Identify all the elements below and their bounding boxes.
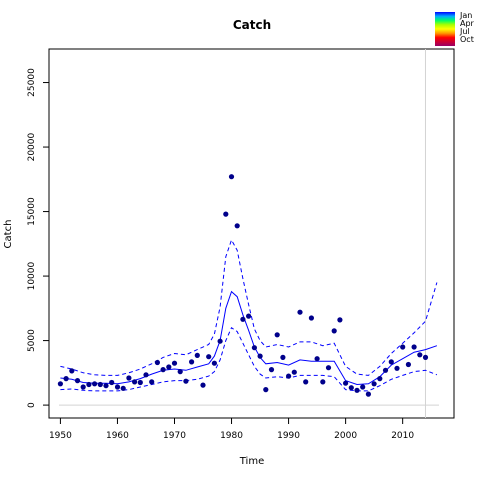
- data-point-1989: [280, 354, 286, 360]
- y-axis-label: Catch: [3, 220, 14, 249]
- y-tick-label-25000: 25000: [27, 68, 37, 97]
- legend-label-apr: Apr: [460, 19, 475, 28]
- data-point-1993: [303, 379, 309, 385]
- data-point-2011: [405, 361, 411, 368]
- legend-color-bar: [435, 12, 455, 46]
- data-point-1980: [228, 174, 235, 180]
- data-point-1976: [206, 354, 212, 360]
- data-point-2006: [377, 376, 383, 382]
- data-point-1965: [143, 372, 149, 378]
- data-point-2007: [382, 367, 389, 373]
- y-tick-label-20000: 20000: [27, 133, 37, 162]
- x-tick-label-1950: 1950: [49, 431, 72, 441]
- data-point-1986: [263, 387, 269, 393]
- data-point-1984: [251, 345, 257, 351]
- data-point-1997: [325, 365, 332, 371]
- data-point-2013: [417, 352, 423, 358]
- data-point-1966: [149, 379, 155, 385]
- x-tick-label-1990: 1990: [277, 431, 300, 441]
- data-point-1979: [223, 211, 229, 217]
- data-point-1960: [114, 384, 121, 390]
- chart-title: Catch: [233, 18, 271, 32]
- y-tick-label-0: 0: [27, 402, 37, 408]
- data-point-2014: [422, 354, 429, 360]
- x-axis-label: Time: [239, 456, 264, 467]
- legend-label-jul: Jul: [459, 27, 470, 36]
- data-point-1958: [103, 383, 109, 389]
- data-point-1964: [137, 379, 143, 386]
- data-point-1953: [74, 378, 81, 384]
- series-line-2: [60, 238, 438, 376]
- series-line-3: [60, 326, 438, 392]
- data-point-1972: [183, 378, 189, 384]
- legend-label-jan: Jan: [459, 11, 472, 20]
- data-point-1981: [234, 223, 240, 229]
- y-tick-label-10000: 10000: [27, 262, 37, 291]
- x-tick-label-1960: 1960: [106, 431, 129, 441]
- data-point-1978: [217, 338, 223, 344]
- data-point-1969: [166, 364, 172, 370]
- data-point-2008: [388, 359, 394, 365]
- data-point-2012: [411, 344, 417, 350]
- data-point-1951: [63, 376, 69, 382]
- data-point-1975: [200, 382, 206, 388]
- data-point-1952: [69, 368, 75, 374]
- x-tick-label-2000: 2000: [334, 431, 357, 441]
- data-point-2009: [394, 365, 400, 371]
- data-point-2004: [365, 391, 371, 397]
- data-point-1970: [171, 360, 178, 366]
- data-point-1999: [337, 317, 343, 323]
- data-point-2010: [400, 344, 406, 350]
- data-point-1971: [177, 369, 183, 375]
- data-point-1961: [120, 385, 126, 391]
- data-point-1990: [286, 373, 292, 379]
- data-point-2001: [348, 385, 354, 391]
- data-point-1977: [211, 360, 217, 366]
- y-tick-label-5000: 5000: [27, 329, 37, 352]
- x-tick-label-1970: 1970: [163, 431, 186, 441]
- data-point-1967: [154, 359, 160, 366]
- y-tick-label-15000: 15000: [27, 197, 37, 226]
- data-point-1985: [257, 353, 263, 359]
- data-point-1998: [331, 328, 337, 334]
- data-point-1973: [189, 359, 195, 365]
- data-point-2000: [343, 380, 349, 386]
- data-point-2003: [360, 384, 366, 390]
- x-tick-label-1980: 1980: [220, 431, 243, 441]
- data-point-1957: [97, 381, 103, 388]
- data-point-1955: [86, 381, 92, 388]
- data-point-1982: [240, 316, 246, 322]
- data-point-1950: [57, 381, 64, 387]
- data-point-2005: [371, 381, 377, 387]
- data-point-1987: [268, 367, 275, 373]
- data-point-1991: [291, 369, 297, 375]
- data-point-1959: [109, 379, 115, 386]
- data-point-1974: [194, 352, 200, 358]
- legend-label-oct: Oct: [460, 35, 474, 44]
- data-point-1956: [92, 381, 98, 387]
- data-point-1962: [126, 375, 132, 381]
- data-point-1963: [132, 379, 138, 385]
- data-point-2002: [354, 387, 360, 393]
- data-point-1996: [320, 379, 326, 385]
- data-point-1995: [314, 356, 320, 362]
- data-point-1994: [308, 315, 314, 321]
- data-point-1968: [160, 367, 166, 373]
- x-tick-label-2010: 2010: [391, 431, 414, 441]
- legend: Jan Apr Jul Oct: [435, 11, 475, 46]
- data-point-1992: [297, 309, 303, 315]
- data-point-1988: [274, 332, 280, 338]
- data-point-1954: [80, 384, 86, 390]
- data-point-1983: [246, 313, 252, 319]
